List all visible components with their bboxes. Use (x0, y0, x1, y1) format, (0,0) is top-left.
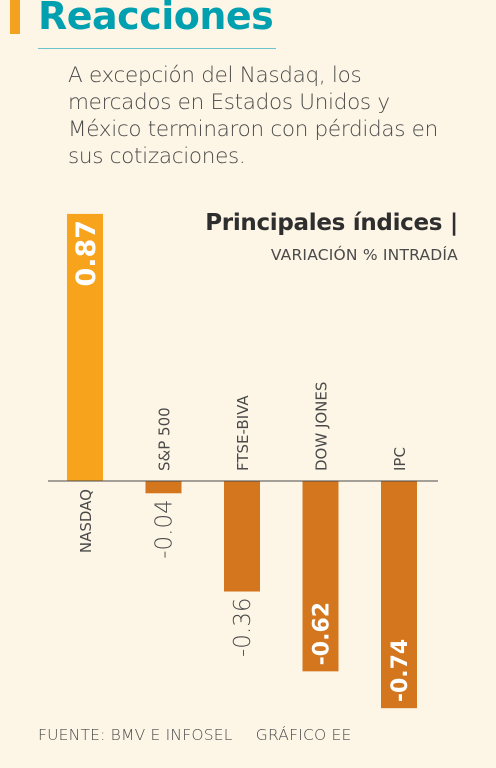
category-label-s-p-500: S&P 500 (156, 407, 174, 471)
value-label-s-p-500: -0.04 (152, 499, 178, 559)
chart-subtitle: VARIACIÓN % INTRADÍA (270, 246, 458, 264)
title-divider (38, 48, 276, 49)
lead-paragraph: A excepción del Nasdaq, los mercados en … (68, 63, 438, 169)
category-label-ipc: IPC (391, 447, 409, 471)
bar-ftse-biva (224, 481, 260, 592)
category-label-ftse-biva: FTSE-BIVA (234, 395, 252, 471)
accent-bar (10, 0, 20, 34)
source-note: FUENTE: BMV E INFOSEL GRÁFICO EE (38, 726, 352, 744)
value-label-nasdaq: 0.87 (71, 220, 102, 287)
section-title: Reacciones (38, 0, 274, 38)
source-text: FUENTE: BMV E INFOSEL (38, 726, 233, 744)
value-label-ipc: -0.74 (388, 639, 413, 702)
category-label-nasdaq: NASDAQ (77, 489, 95, 553)
value-label-ftse-biva: -0.36 (230, 598, 256, 658)
bar-dow-jones (302, 481, 339, 672)
credit-text: GRÁFICO EE (255, 726, 352, 744)
bar-s-p-500 (145, 481, 182, 494)
bar-nasdaq (67, 213, 103, 481)
value-label-dow-jones: -0.62 (310, 602, 335, 665)
category-label-dow-jones: DOW JONES (313, 382, 331, 471)
bar-ipc (381, 481, 417, 709)
chart-title: Principales índices | (205, 210, 458, 236)
